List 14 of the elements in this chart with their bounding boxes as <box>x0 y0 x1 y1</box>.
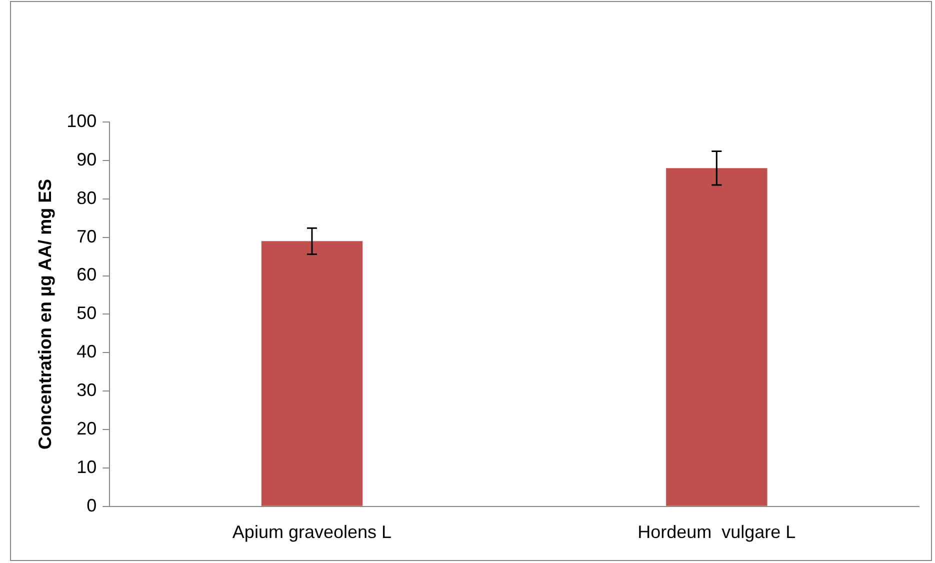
y-tick-label: 0 <box>86 495 97 516</box>
x-tick-label: Apium graveolens L <box>232 522 392 542</box>
y-tick-label: 50 <box>76 303 97 324</box>
y-axis-title: Concentration en µg AA/ mg ES <box>34 178 55 450</box>
y-tick-label: 20 <box>76 418 97 438</box>
y-tick-label: 100 <box>66 110 97 131</box>
y-tick-label: 30 <box>76 380 97 400</box>
y-tick-label: 60 <box>76 264 97 285</box>
y-tick-label: 90 <box>76 149 97 170</box>
y-tick-label: 80 <box>76 188 97 208</box>
y-tick-label: 10 <box>76 456 97 477</box>
y-tick-label: 40 <box>76 342 97 362</box>
x-tick-label: Hordeum vulgare L <box>638 522 796 542</box>
y-tick-label: 70 <box>76 226 97 246</box>
